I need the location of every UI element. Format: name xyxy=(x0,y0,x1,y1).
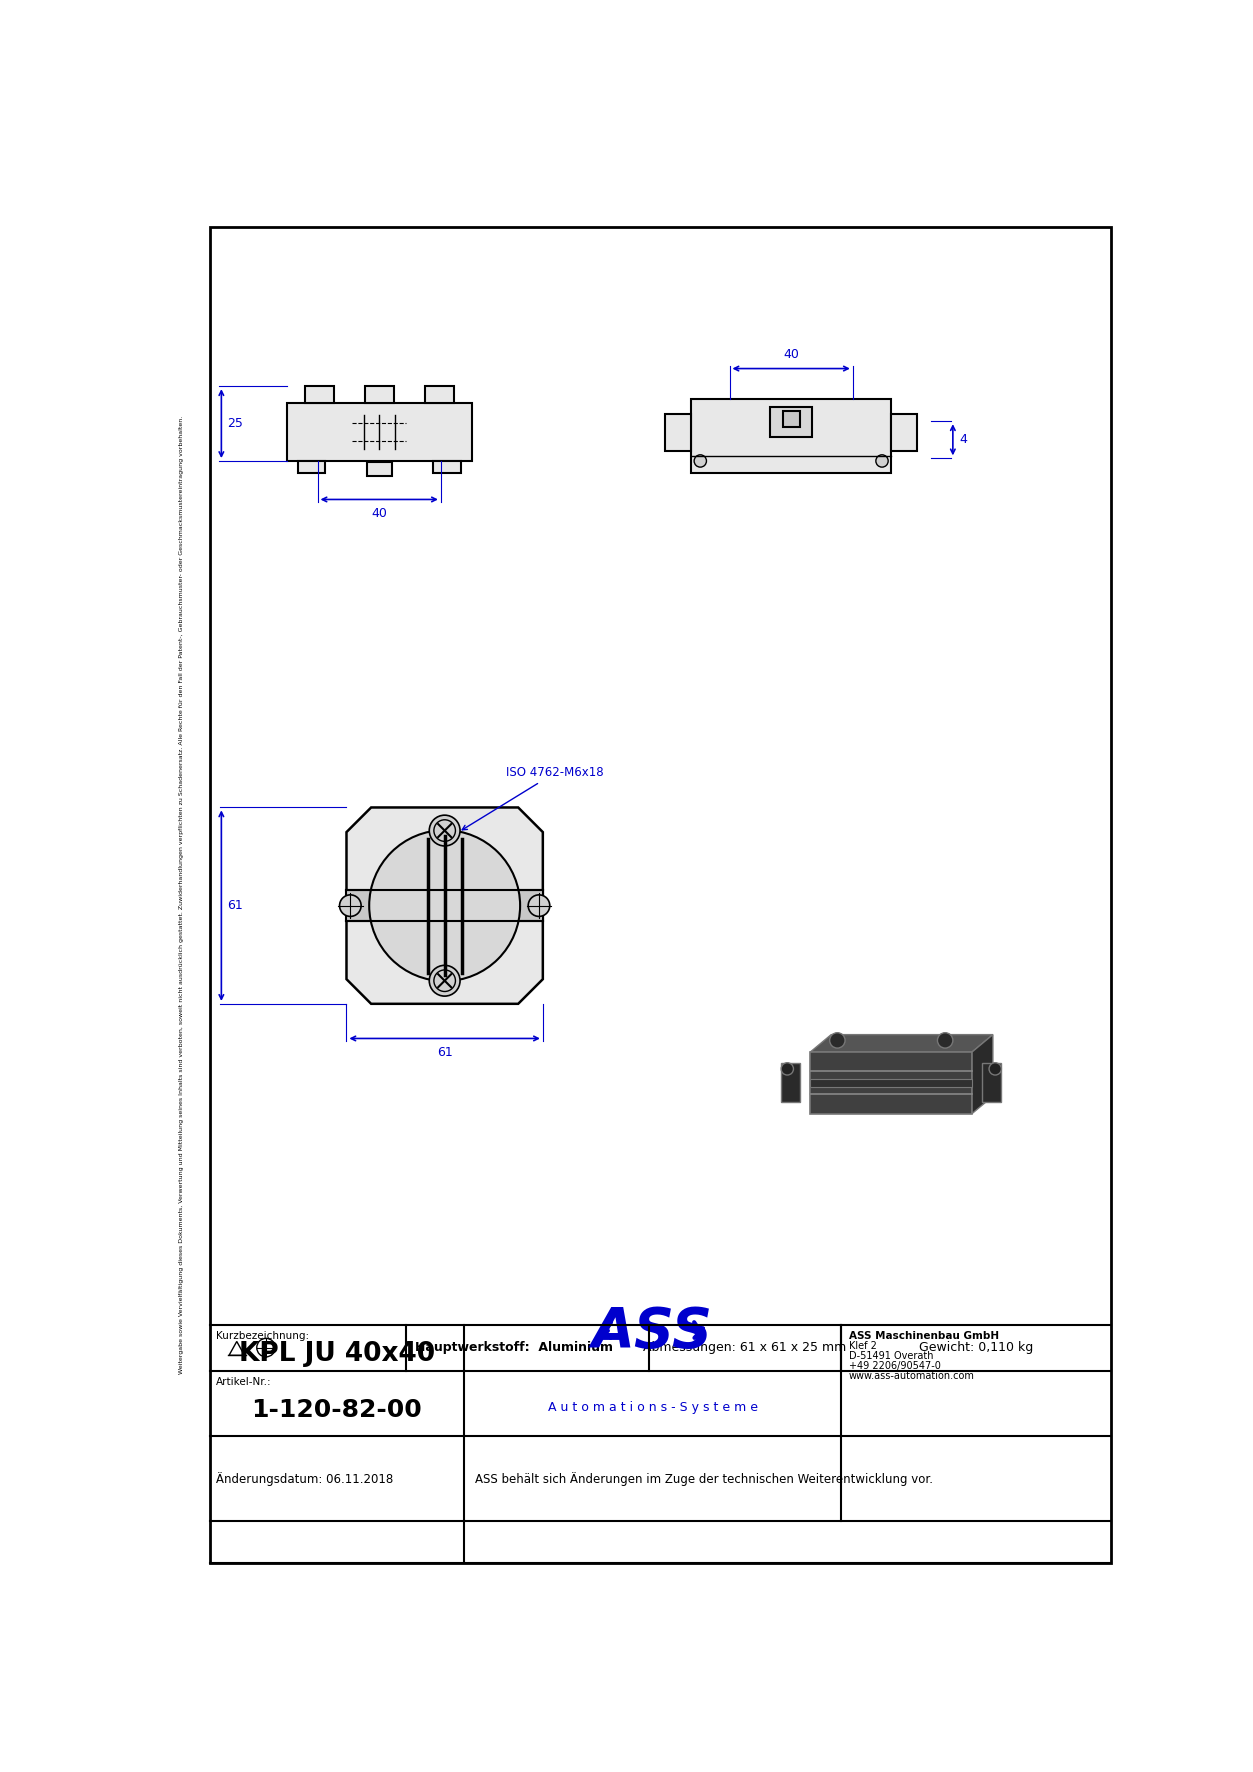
Text: Hauptwerkstoff:  Aluminium: Hauptwerkstoff: Aluminium xyxy=(416,1341,614,1354)
Bar xyxy=(771,408,812,436)
Text: Weitergabe sowie Vervielfältigung dieses Dokuments, Verwertung und Mitteilung se: Weitergabe sowie Vervielfältigung dieses… xyxy=(179,416,184,1373)
Text: ASS Maschinenbau GmbH: ASS Maschinenbau GmbH xyxy=(850,1331,999,1341)
Bar xyxy=(287,404,471,461)
Bar xyxy=(425,386,454,404)
Bar xyxy=(692,399,891,473)
Bar xyxy=(347,890,543,921)
Text: 40: 40 xyxy=(783,347,799,361)
Polygon shape xyxy=(972,1035,992,1113)
Text: 61: 61 xyxy=(228,898,243,913)
Text: 25: 25 xyxy=(228,416,243,431)
Text: Gewicht: 0,110 kg: Gewicht: 0,110 kg xyxy=(918,1341,1032,1354)
Bar xyxy=(304,386,333,404)
Polygon shape xyxy=(781,1063,801,1102)
Text: ASS: ASS xyxy=(593,1306,713,1359)
Bar xyxy=(891,413,917,450)
Circle shape xyxy=(370,829,520,982)
Text: Abmessungen: 61 x 61 x 25 mm: Abmessungen: 61 x 61 x 25 mm xyxy=(643,1341,847,1354)
Polygon shape xyxy=(811,1053,972,1113)
Text: 40: 40 xyxy=(371,507,387,521)
Circle shape xyxy=(876,455,888,468)
Text: Artikel-Nr.:: Artikel-Nr.: xyxy=(216,1377,272,1387)
Circle shape xyxy=(937,1033,952,1047)
Text: Klef 2: Klef 2 xyxy=(850,1341,877,1352)
Circle shape xyxy=(430,815,460,845)
Bar xyxy=(783,411,799,427)
Text: +49 2206/90547-0: +49 2206/90547-0 xyxy=(850,1361,941,1372)
Text: 4: 4 xyxy=(959,434,967,447)
Text: www.ass-automation.com: www.ass-automation.com xyxy=(850,1372,975,1382)
Text: Änderungsdatum: 06.11.2018: Änderungsdatum: 06.11.2018 xyxy=(216,1471,393,1485)
Text: A u t o m a t i o n s - S y s t e m e: A u t o m a t i o n s - S y s t e m e xyxy=(548,1402,758,1414)
Circle shape xyxy=(529,895,550,916)
Circle shape xyxy=(430,966,460,996)
Circle shape xyxy=(694,455,707,468)
Text: 61: 61 xyxy=(437,1045,452,1060)
Circle shape xyxy=(829,1033,845,1047)
Circle shape xyxy=(989,1063,1001,1076)
Polygon shape xyxy=(982,1063,1001,1102)
Text: D-51491 Overath: D-51491 Overath xyxy=(850,1352,933,1361)
Text: ASS behält sich Änderungen im Zuge der technischen Weiterentwicklung vor.: ASS behält sich Änderungen im Zuge der t… xyxy=(475,1471,933,1485)
Bar xyxy=(365,386,393,404)
Bar xyxy=(367,462,391,475)
Text: ISO 4762-M6x18: ISO 4762-M6x18 xyxy=(462,766,604,829)
Bar xyxy=(298,461,326,473)
Circle shape xyxy=(781,1063,793,1076)
Bar xyxy=(665,413,692,450)
Polygon shape xyxy=(347,808,543,1003)
Circle shape xyxy=(340,895,361,916)
Bar xyxy=(434,461,461,473)
Polygon shape xyxy=(811,1035,992,1053)
Text: Kurzbezeichnung:: Kurzbezeichnung: xyxy=(216,1331,309,1341)
Text: 1-120-82-00: 1-120-82-00 xyxy=(252,1398,422,1421)
Text: KPL JU 40x40: KPL JU 40x40 xyxy=(239,1341,435,1366)
Bar xyxy=(811,1079,972,1086)
